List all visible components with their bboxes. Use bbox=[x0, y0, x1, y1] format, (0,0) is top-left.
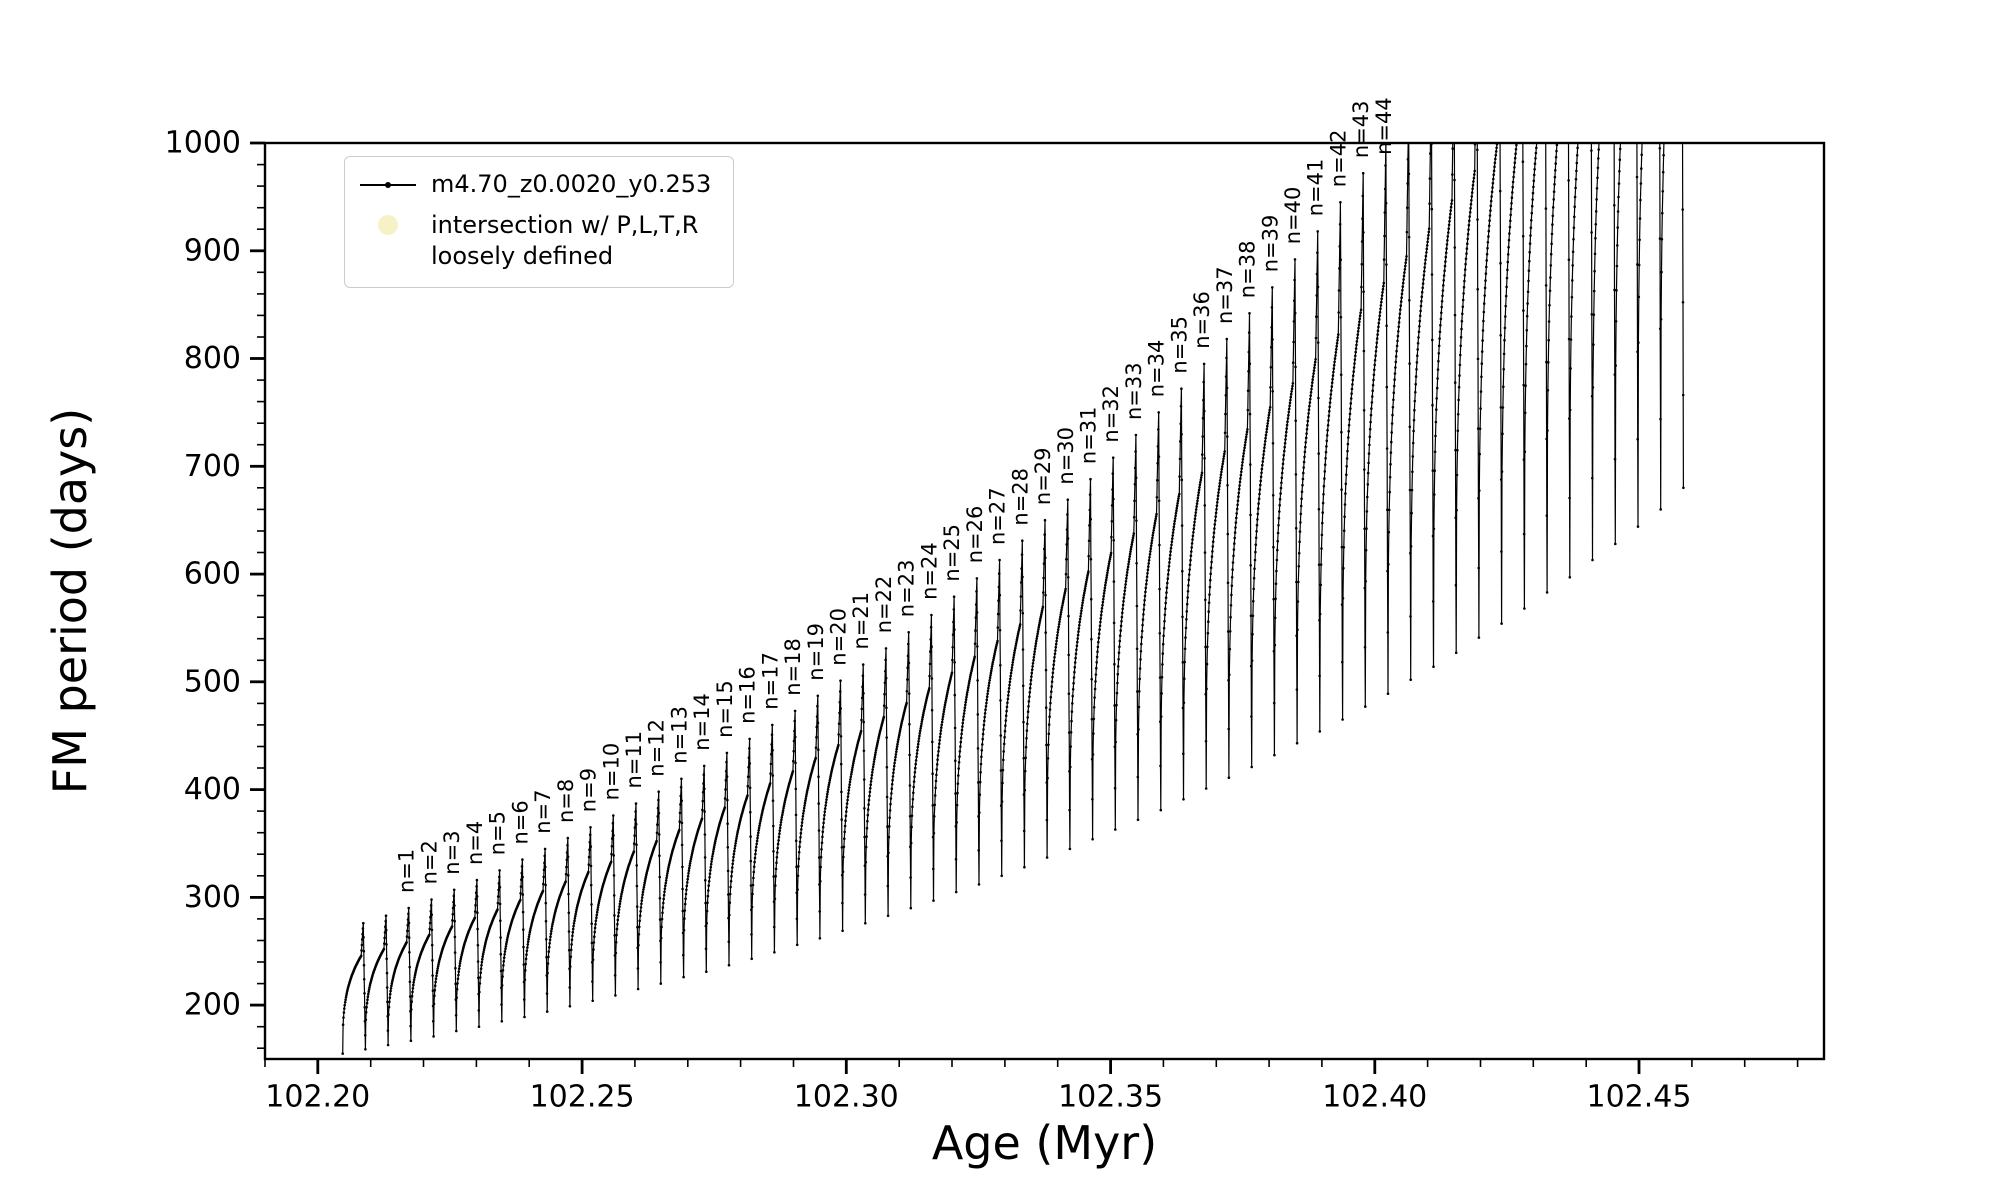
cycle-label: n=40 bbox=[1281, 187, 1305, 245]
y-tick-label: 900 bbox=[184, 233, 241, 268]
ticks bbox=[250, 141, 1799, 1074]
x-tick-label: 102.45 bbox=[1587, 1080, 1692, 1115]
cycle-label: n=27 bbox=[986, 487, 1010, 545]
y-axis-label: FM period (days) bbox=[43, 407, 97, 795]
cycle-label: n=10 bbox=[599, 743, 623, 801]
cycle-label: n=5 bbox=[486, 811, 510, 855]
cycle-label: n=9 bbox=[577, 768, 601, 812]
legend: m4.70_z0.0020_y0.253 intersection w/ P,L… bbox=[344, 156, 735, 288]
cycle-label: n=3 bbox=[440, 830, 464, 874]
cycle-label: n=42 bbox=[1326, 130, 1350, 188]
legend-entry-intersection: intersection w/ P,L,T,R loosely defined bbox=[359, 210, 711, 272]
x-tick-label: 102.40 bbox=[1322, 1080, 1427, 1115]
y-tick-label: 1000 bbox=[165, 126, 241, 161]
cycle-label: n=34 bbox=[1145, 340, 1169, 398]
series-markers bbox=[341, 143, 1685, 1055]
cycle-label: n=15 bbox=[713, 680, 737, 738]
cycle-label: n=14 bbox=[690, 693, 714, 751]
circle-marker-icon bbox=[359, 210, 417, 240]
cycle-label: n=20 bbox=[827, 608, 851, 666]
y-tick-label: 200 bbox=[184, 988, 241, 1023]
axes-frame bbox=[263, 141, 1826, 1061]
legend-label-intersection-line2: loosely defined bbox=[431, 242, 614, 271]
cycle-label: n=35 bbox=[1167, 316, 1191, 374]
line-dot-marker-icon bbox=[359, 170, 417, 200]
cycle-label: n=38 bbox=[1236, 241, 1260, 299]
y-tick-label: 700 bbox=[184, 449, 241, 484]
cycle-label: n=23 bbox=[895, 560, 919, 618]
cycle-label: n=26 bbox=[963, 506, 987, 564]
cycle-label: n=30 bbox=[1054, 427, 1078, 485]
cycle-label: n=7 bbox=[531, 790, 555, 834]
x-tick-label: 102.35 bbox=[1058, 1080, 1163, 1115]
cycle-label: n=17 bbox=[758, 652, 782, 710]
legend-label-intersection-line1: intersection w/ P,L,T,R bbox=[431, 211, 699, 240]
cycle-label: n=32 bbox=[1099, 385, 1123, 443]
tick-labels: 102.20 102.25 102.30 102.35 102.40 102.45 200 3… bbox=[165, 126, 1692, 1115]
cycle-label: n=16 bbox=[736, 666, 760, 724]
cycle-label: n=36 bbox=[1190, 291, 1214, 349]
y-tick-label: 300 bbox=[184, 880, 241, 915]
x-tick-label: 102.25 bbox=[530, 1080, 635, 1115]
x-tick-label: 102.30 bbox=[794, 1080, 899, 1115]
cycle-label: n=18 bbox=[781, 638, 805, 696]
cycle-label: n=22 bbox=[872, 576, 896, 634]
cycle-label: n=44 bbox=[1372, 97, 1396, 155]
cycle-label: n=2 bbox=[418, 840, 442, 884]
cycle-label: n=41 bbox=[1304, 159, 1328, 217]
y-tick-label: 800 bbox=[184, 341, 241, 376]
legend-entry-model: m4.70_z0.0020_y0.253 bbox=[359, 169, 711, 200]
cycle-label: n=24 bbox=[917, 542, 941, 600]
x-axis-label: Age (Myr) bbox=[931, 1116, 1158, 1170]
cycle-annotations: n=1n=2n=3n=4n=5n=6n=7n=8n=9n=10n=11n=12n… bbox=[395, 97, 1396, 893]
cycle-label: n=4 bbox=[463, 821, 487, 865]
y-tick-label: 600 bbox=[184, 557, 241, 592]
cycle-label: n=1 bbox=[395, 849, 419, 893]
x-tick-label: 102.20 bbox=[265, 1080, 370, 1115]
cycle-label: n=28 bbox=[1008, 468, 1032, 526]
cycle-label: n=8 bbox=[554, 779, 578, 823]
y-tick-label: 500 bbox=[184, 664, 241, 699]
y-tick-label: 400 bbox=[184, 772, 241, 807]
cycle-label: n=43 bbox=[1349, 100, 1373, 158]
cycle-label: n=39 bbox=[1258, 215, 1282, 273]
cycle-label: n=37 bbox=[1213, 266, 1237, 324]
cycle-label: n=21 bbox=[849, 592, 873, 650]
legend-label-intersection: intersection w/ P,L,T,R loosely defined bbox=[431, 210, 698, 272]
cycle-label: n=6 bbox=[508, 800, 532, 844]
cycle-label: n=12 bbox=[645, 719, 669, 777]
cycle-label: n=13 bbox=[667, 706, 691, 764]
cycle-label: n=25 bbox=[940, 524, 964, 582]
series-m4.70-z0.0020-y0.253 bbox=[341, 143, 1685, 1055]
cycle-label: n=33 bbox=[1122, 362, 1146, 420]
legend-label-model: m4.70_z0.0020_y0.253 bbox=[431, 170, 712, 198]
cycle-label: n=29 bbox=[1031, 447, 1055, 505]
cycle-label: n=19 bbox=[804, 623, 828, 681]
cycle-label: n=11 bbox=[622, 731, 646, 789]
cycle-label: n=31 bbox=[1077, 406, 1101, 464]
